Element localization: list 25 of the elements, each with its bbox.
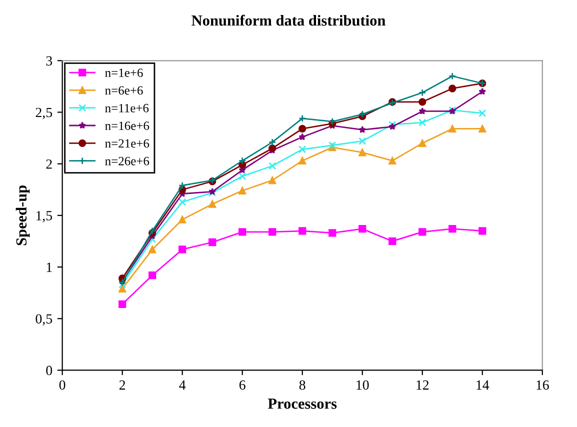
x-tick-label: 2 [119,380,126,390]
x-tick-label: 16 [536,380,549,390]
y-tick-label: 1 [46,262,52,272]
x-tick-label: 6 [239,380,246,390]
x-tick-label: 0 [59,380,66,390]
x-tick-label: 14 [476,380,490,390]
legend-label: n=11e+6 [105,104,149,112]
x-tick-label: 12 [416,380,429,390]
y-axis-title: Speed-up [16,185,30,246]
y-tick-label: 2,5 [36,108,52,120]
chart-title: Nonuniform data distribution [192,14,386,26]
legend-label: n=21e+6 [105,139,150,148]
legend-label: n=26e+6 [105,156,150,166]
legend-label: n=1e+6 [105,68,143,78]
legend-label: n=16e+6 [105,122,150,130]
y-tick-label: 1,5 [36,211,52,222]
x-tick-label: 4 [179,380,186,390]
x-axis-title: Processors [268,398,337,409]
y-tick-label: 0 [46,366,52,376]
legend-label: n=6e+6 [105,86,143,95]
y-tick-label: 3 [46,56,52,66]
x-tick-label: 10 [356,380,369,390]
y-tick-label: 2 [46,159,52,169]
x-tick-label: 8 [299,380,306,390]
y-tick-label: 0,5 [36,314,52,326]
